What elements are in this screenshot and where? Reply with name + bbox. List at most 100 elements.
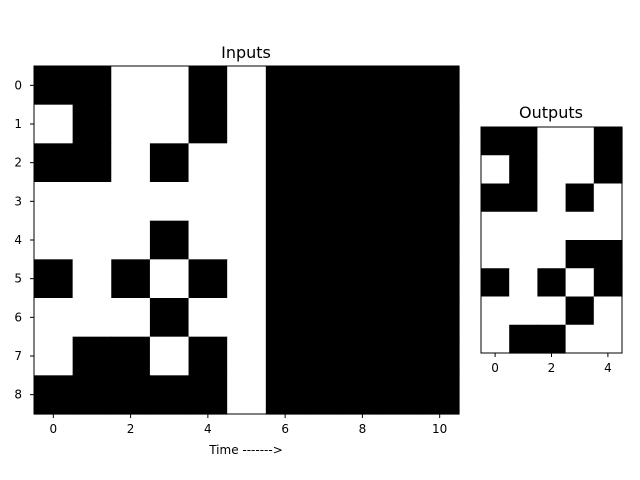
inputs-cell-r7-c6	[265, 336, 306, 376]
inputs-cell-r7-c3	[149, 336, 190, 376]
inputs-cell-r5-c5	[227, 259, 267, 299]
outputs-cells	[481, 127, 623, 354]
outputs-x-tick-label-0: 0	[491, 361, 499, 375]
outputs-cell-r3-c4	[593, 211, 623, 241]
inputs-cell-r7-c8	[343, 336, 383, 376]
outputs-cell-r6-c2	[537, 296, 567, 326]
inputs-cell-r2-c9	[381, 143, 421, 183]
inputs-cell-r1-c2	[111, 104, 151, 144]
outputs-x-tick-label-2: 2	[548, 361, 556, 375]
inputs-cell-r6-c2	[111, 298, 151, 338]
outputs-cell-r0-c2	[537, 127, 567, 156]
outputs-cell-r2-c2	[537, 183, 567, 213]
inputs-x-tick-label-0: 0	[49, 422, 57, 436]
outputs-cell-r6-c1	[509, 296, 538, 326]
inputs-cell-r5-c2	[111, 259, 151, 299]
inputs-cell-r4-c10	[420, 220, 460, 260]
outputs-cell-r4-c4	[593, 240, 623, 269]
inputs-cell-r2-c1	[72, 143, 112, 183]
outputs-x-ticks: 0 2 4	[491, 353, 612, 375]
inputs-cell-r8-c10	[420, 375, 460, 415]
inputs-cell-r3-c10	[420, 182, 460, 222]
inputs-cell-r8-c2	[111, 375, 151, 415]
inputs-cell-r2-c8	[343, 143, 383, 183]
inputs-cell-r0-c0	[34, 66, 74, 106]
outputs-x-tick-label-4: 4	[604, 361, 612, 375]
outputs-cell-r0-c4	[593, 127, 623, 156]
inputs-y-tick-label-2: 2	[14, 156, 22, 170]
inputs-cell-r8-c1	[72, 375, 112, 415]
outputs-cell-r5-c3	[565, 268, 595, 298]
inputs-cell-r4-c8	[343, 220, 383, 260]
outputs-cell-r4-c2	[537, 240, 567, 269]
inputs-cell-r5-c8	[343, 259, 383, 299]
inputs-x-tick-label-4: 4	[204, 422, 212, 436]
inputs-cell-r7-c1	[72, 336, 112, 376]
inputs-cell-r3-c5	[227, 182, 267, 222]
inputs-cell-r6-c1	[72, 298, 112, 338]
inputs-cell-r7-c0	[34, 336, 74, 376]
inputs-cell-r0-c1	[72, 66, 112, 106]
inputs-y-ticks: 0 1 2 3 4 5 6 7 8	[14, 78, 34, 402]
outputs-cell-r6-c3	[565, 296, 595, 326]
inputs-cell-r4-c4	[188, 220, 228, 260]
inputs-cell-r4-c2	[111, 220, 151, 260]
inputs-cell-r1-c1	[72, 104, 112, 144]
inputs-cell-r1-c0	[34, 104, 74, 144]
outputs-cell-r1-c4	[593, 155, 623, 185]
outputs-cell-r5-c0	[481, 268, 510, 298]
inputs-cell-r5-c3	[149, 259, 190, 299]
inputs-cell-r6-c8	[343, 298, 383, 338]
inputs-cell-r0-c9	[381, 66, 421, 106]
inputs-cell-r4-c7	[304, 220, 344, 260]
outputs-cell-r2-c3	[565, 183, 595, 213]
outputs-cell-r6-c0	[481, 296, 510, 326]
inputs-cell-r5-c9	[381, 259, 421, 299]
inputs-cell-r0-c4	[188, 66, 228, 106]
inputs-panel: Inputs 0 2 4 6 8 10 0 1 2 3 4 5 6 7 8 Time ------->	[14, 43, 460, 457]
inputs-cell-r5-c6	[265, 259, 306, 299]
inputs-cell-r3-c3	[149, 182, 190, 222]
inputs-x-axis-label: Time ------->	[208, 443, 283, 457]
inputs-cell-r1-c7	[304, 104, 344, 144]
inputs-cell-r2-c2	[111, 143, 151, 183]
inputs-cell-r6-c9	[381, 298, 421, 338]
inputs-x-tick-label-2: 2	[127, 422, 135, 436]
inputs-y-tick-label-8: 8	[14, 388, 22, 402]
inputs-cell-r0-c3	[149, 66, 190, 106]
outputs-cell-r7-c0	[481, 324, 510, 354]
inputs-cell-r3-c9	[381, 182, 421, 222]
inputs-cell-r2-c6	[265, 143, 306, 183]
outputs-title: Outputs	[519, 103, 583, 122]
inputs-cell-r2-c10	[420, 143, 460, 183]
inputs-cell-r8-c6	[265, 375, 306, 415]
inputs-x-tick-label-10: 10	[432, 422, 447, 436]
outputs-cell-r2-c0	[481, 183, 510, 213]
inputs-y-tick-label-5: 5	[14, 272, 22, 286]
inputs-cell-r7-c10	[420, 336, 460, 376]
inputs-cell-r6-c7	[304, 298, 344, 338]
inputs-cells	[34, 66, 460, 415]
outputs-cell-r4-c3	[565, 240, 595, 269]
outputs-cell-r3-c0	[481, 211, 510, 241]
inputs-cell-r1-c8	[343, 104, 383, 144]
inputs-cell-r8-c8	[343, 375, 383, 415]
inputs-cell-r2-c4	[188, 143, 228, 183]
inputs-cell-r7-c9	[381, 336, 421, 376]
inputs-cell-r0-c2	[111, 66, 151, 106]
inputs-cell-r8-c4	[188, 375, 228, 415]
outputs-cell-r1-c3	[565, 155, 595, 185]
outputs-cell-r1-c2	[537, 155, 567, 185]
inputs-cell-r6-c3	[149, 298, 190, 338]
inputs-cell-r6-c4	[188, 298, 228, 338]
inputs-cell-r4-c5	[227, 220, 267, 260]
outputs-cell-r0-c1	[509, 127, 538, 156]
inputs-cell-r6-c5	[227, 298, 267, 338]
outputs-cell-r7-c3	[565, 324, 595, 354]
inputs-cell-r7-c2	[111, 336, 151, 376]
inputs-cell-r3-c2	[111, 182, 151, 222]
inputs-cell-r5-c10	[420, 259, 460, 299]
outputs-cell-r3-c3	[565, 211, 595, 241]
inputs-cell-r7-c5	[227, 336, 267, 376]
outputs-cell-r1-c0	[481, 155, 510, 185]
